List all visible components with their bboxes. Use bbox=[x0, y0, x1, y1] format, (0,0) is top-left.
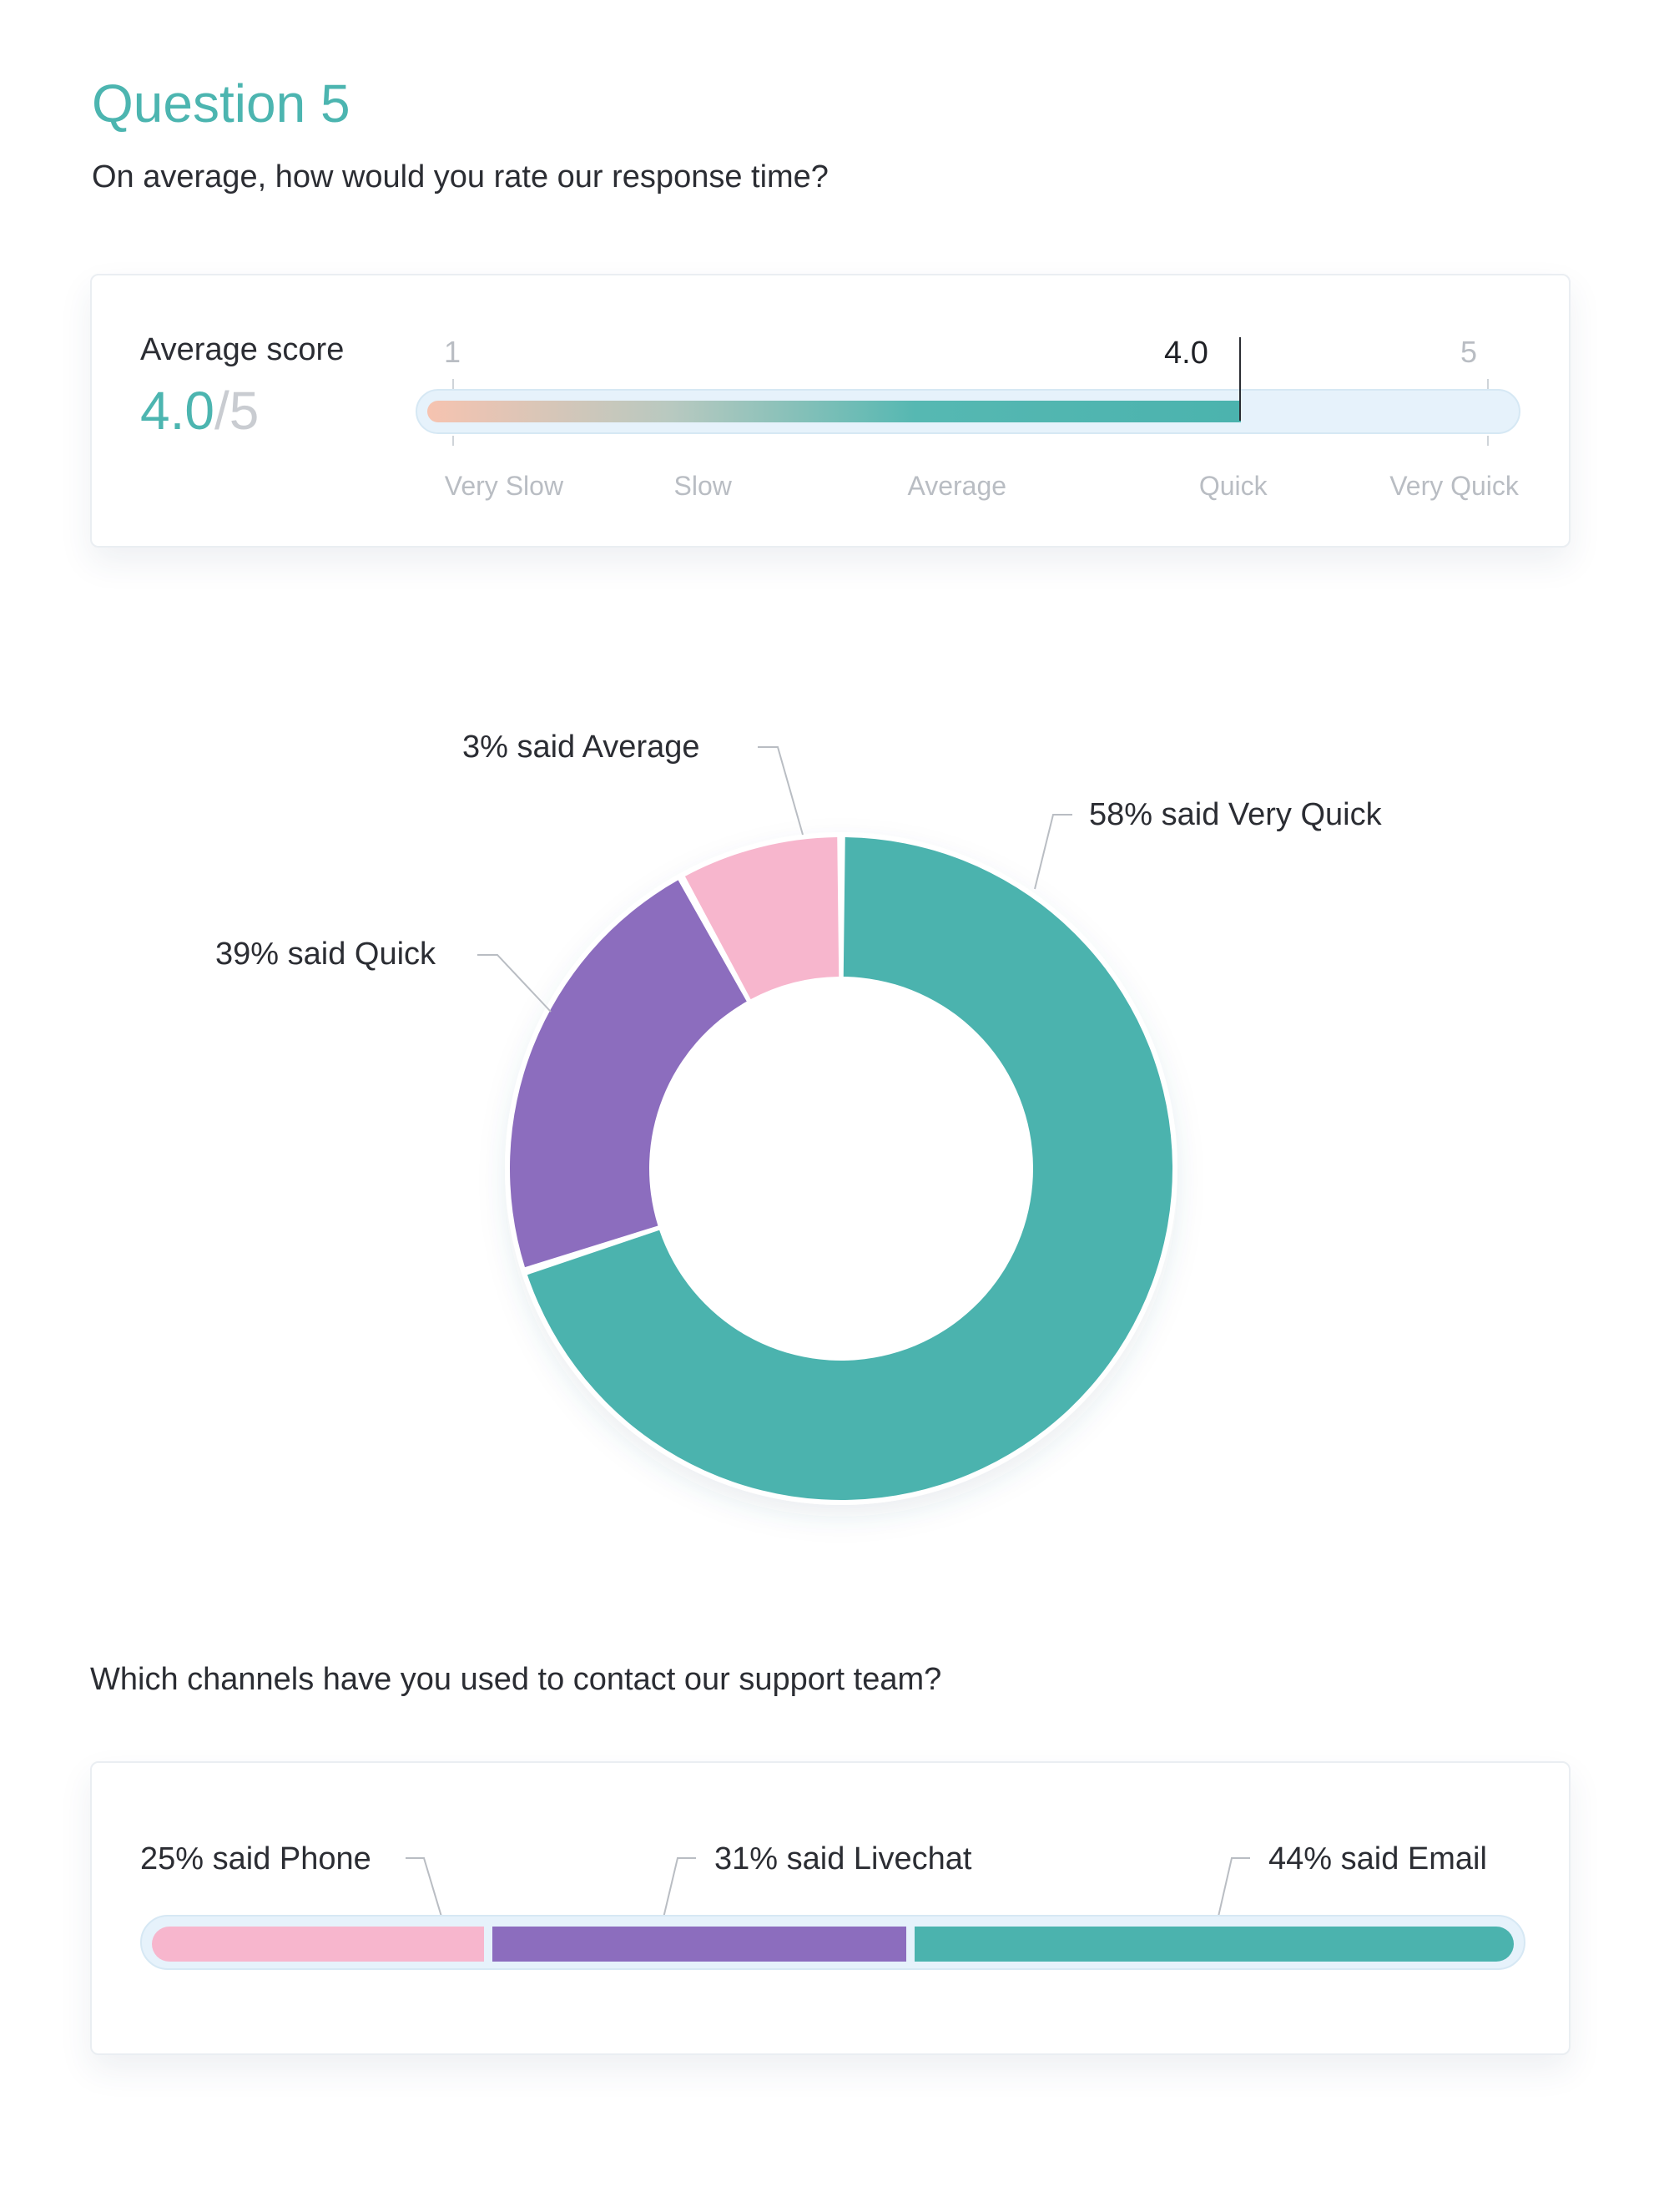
leader-phone bbox=[406, 1857, 450, 1942]
tick-max bbox=[1487, 379, 1489, 389]
channel-leaders bbox=[406, 1857, 1250, 1942]
donut-slice-average bbox=[684, 837, 840, 1000]
donut-slice-quick bbox=[509, 880, 747, 1268]
average-score-number: 4.0 bbox=[140, 381, 214, 441]
tick-max-bottom bbox=[1487, 436, 1489, 446]
scale-current-value: 4.0 bbox=[1164, 336, 1208, 371]
leader-livechat bbox=[660, 1857, 696, 1929]
scale-label-quick: Quick bbox=[1198, 471, 1268, 501]
tick-min-bottom bbox=[452, 436, 454, 446]
leader-email bbox=[1213, 1857, 1250, 1939]
channel-segment-email bbox=[914, 1927, 1514, 1962]
tick-min bbox=[452, 379, 454, 389]
leader-quick bbox=[477, 954, 552, 1013]
scale-max: 5 bbox=[1460, 335, 1478, 369]
scale-label-average: Average bbox=[907, 471, 1007, 501]
channel-label-email: 44% said Email bbox=[1268, 1841, 1487, 1876]
donut-label-average: 3% said Average bbox=[462, 730, 700, 765]
question-title: Question 5 bbox=[92, 73, 350, 134]
channel-label-phone: 25% said Phone bbox=[140, 1841, 371, 1876]
score-fill bbox=[427, 401, 1241, 422]
donut-label-quick: 39% said Quick bbox=[215, 937, 436, 972]
score-track bbox=[416, 389, 1520, 434]
average-score-max: 5 bbox=[229, 381, 260, 441]
scale-label-very-quick: Very Quick bbox=[1389, 471, 1519, 501]
scale-min: 1 bbox=[444, 335, 461, 369]
score-marker bbox=[1239, 337, 1241, 421]
channel-stacked-bar bbox=[140, 1915, 1525, 1970]
donut-slice-very-quick bbox=[527, 837, 1172, 1500]
question-prompt: On average, how would you rate our respo… bbox=[92, 159, 829, 194]
scale-label-slow: Slow bbox=[673, 471, 732, 501]
channel-label-livechat: 31% said Livechat bbox=[714, 1841, 972, 1876]
scale-label-very-slow: Very Slow bbox=[444, 471, 564, 501]
average-score-card: Average score 4.0/5 1 5 4.0 Very Slow Sl… bbox=[90, 274, 1571, 548]
leader-very-quick bbox=[1034, 814, 1072, 890]
channels-question: Which channels have you used to contact … bbox=[90, 1662, 942, 1697]
donut-label-very-quick: 58% said Very Quick bbox=[1089, 797, 1383, 832]
average-score-separator: / bbox=[214, 381, 229, 441]
channels-card: 25% said Phone 31% said Livechat 44% sai… bbox=[90, 1761, 1571, 2055]
average-score-label: Average score bbox=[140, 332, 345, 367]
donut-chart: 58% said Very Quick 39% said Quick 3% sa… bbox=[215, 730, 1383, 1505]
channel-segment-livechat bbox=[492, 1927, 906, 1962]
leader-average bbox=[758, 746, 804, 836]
channel-segment-phone bbox=[152, 1927, 484, 1962]
average-score-value: 4.0/5 bbox=[140, 384, 259, 437]
